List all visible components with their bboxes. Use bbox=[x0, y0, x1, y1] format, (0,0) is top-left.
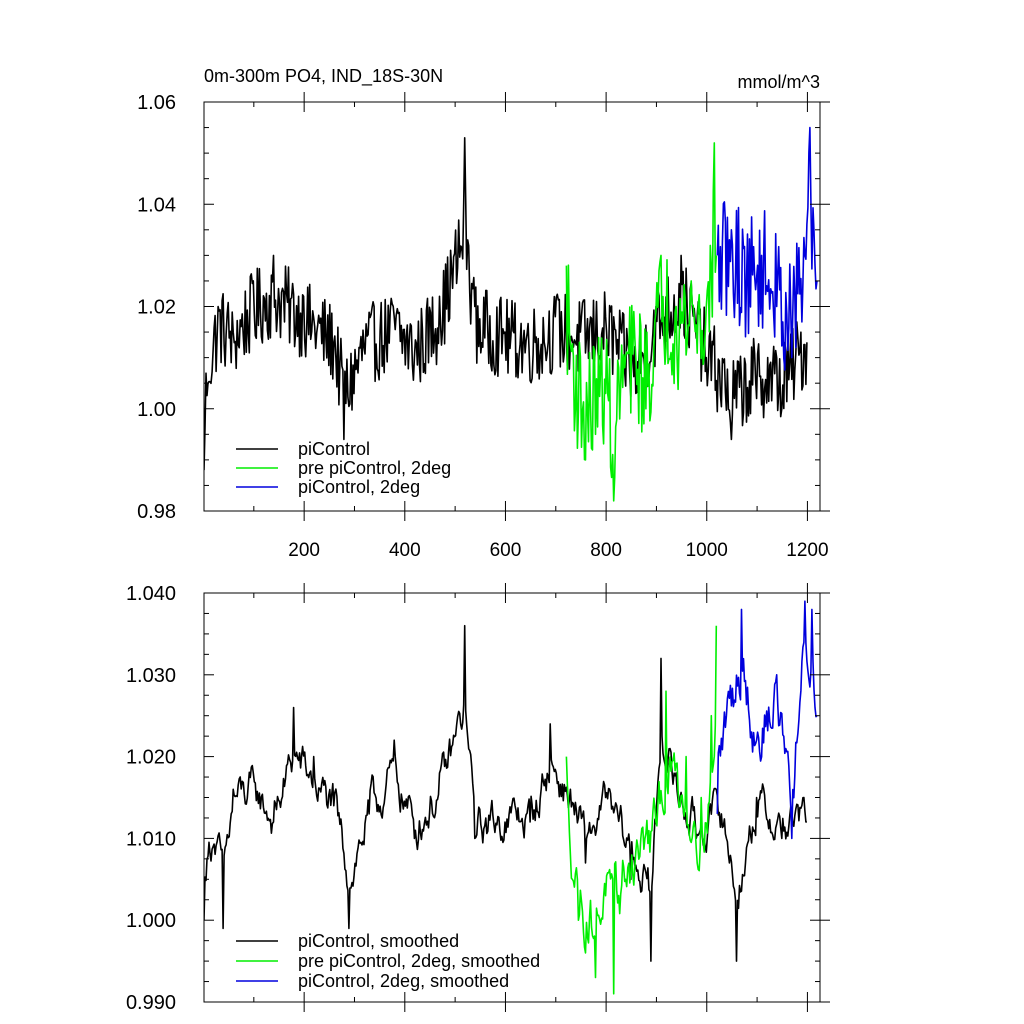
bottom-panel: 0.990 1.000 1.010 1.020 1.030 1.040 piControl,… bbox=[126, 583, 830, 1014]
legend-label: pre piControl, 2deg bbox=[298, 458, 451, 478]
y-tick-label: 0.990 bbox=[126, 992, 176, 1014]
x-tick-label: 1200 bbox=[786, 540, 828, 561]
series-line-0 bbox=[204, 624, 807, 962]
legend-label: pre piControl, 2deg, smoothed bbox=[298, 951, 540, 971]
y-tick-label: 1.010 bbox=[126, 828, 176, 850]
y-tick-label: 1.06 bbox=[137, 92, 176, 114]
y-tick-label: 1.000 bbox=[126, 910, 176, 932]
y-tick-label: 1.02 bbox=[137, 297, 176, 319]
y-tick-label: 1.04 bbox=[137, 194, 176, 216]
x-tick-label: 800 bbox=[590, 540, 622, 561]
y-tick-label: 1.030 bbox=[126, 665, 176, 687]
series-line-2 bbox=[716, 600, 818, 840]
top-panel: 200 400 600 800 1000 1200 0.98 1.00 1.02 1.04 1.06… bbox=[137, 92, 830, 561]
chart-title: 0m-300m PO4, IND_18S-30N bbox=[204, 66, 443, 87]
legend-label: piControl, smoothed bbox=[298, 931, 459, 951]
x-tick-label: 400 bbox=[389, 540, 421, 561]
x-tick-label: 600 bbox=[490, 540, 522, 561]
series-line-0 bbox=[204, 137, 808, 471]
series-line-1 bbox=[565, 142, 718, 502]
legend-label: piControl, 2deg bbox=[298, 477, 420, 497]
chart-units: mmol/m^3 bbox=[738, 72, 820, 92]
x-tick-label: 1000 bbox=[686, 540, 728, 561]
y-tick-label: 0.98 bbox=[137, 501, 176, 523]
y-tick-label: 1.00 bbox=[137, 399, 176, 421]
series-line-2 bbox=[716, 126, 818, 371]
series-line-1 bbox=[565, 625, 718, 995]
y-tick-label: 1.040 bbox=[126, 583, 176, 605]
y-tick-label: 1.020 bbox=[126, 747, 176, 769]
plot-frame bbox=[203, 592, 821, 1003]
legend-label: piControl bbox=[298, 439, 370, 459]
legend-label: piControl, 2deg, smoothed bbox=[298, 971, 509, 991]
x-tick-label: 200 bbox=[288, 540, 320, 561]
